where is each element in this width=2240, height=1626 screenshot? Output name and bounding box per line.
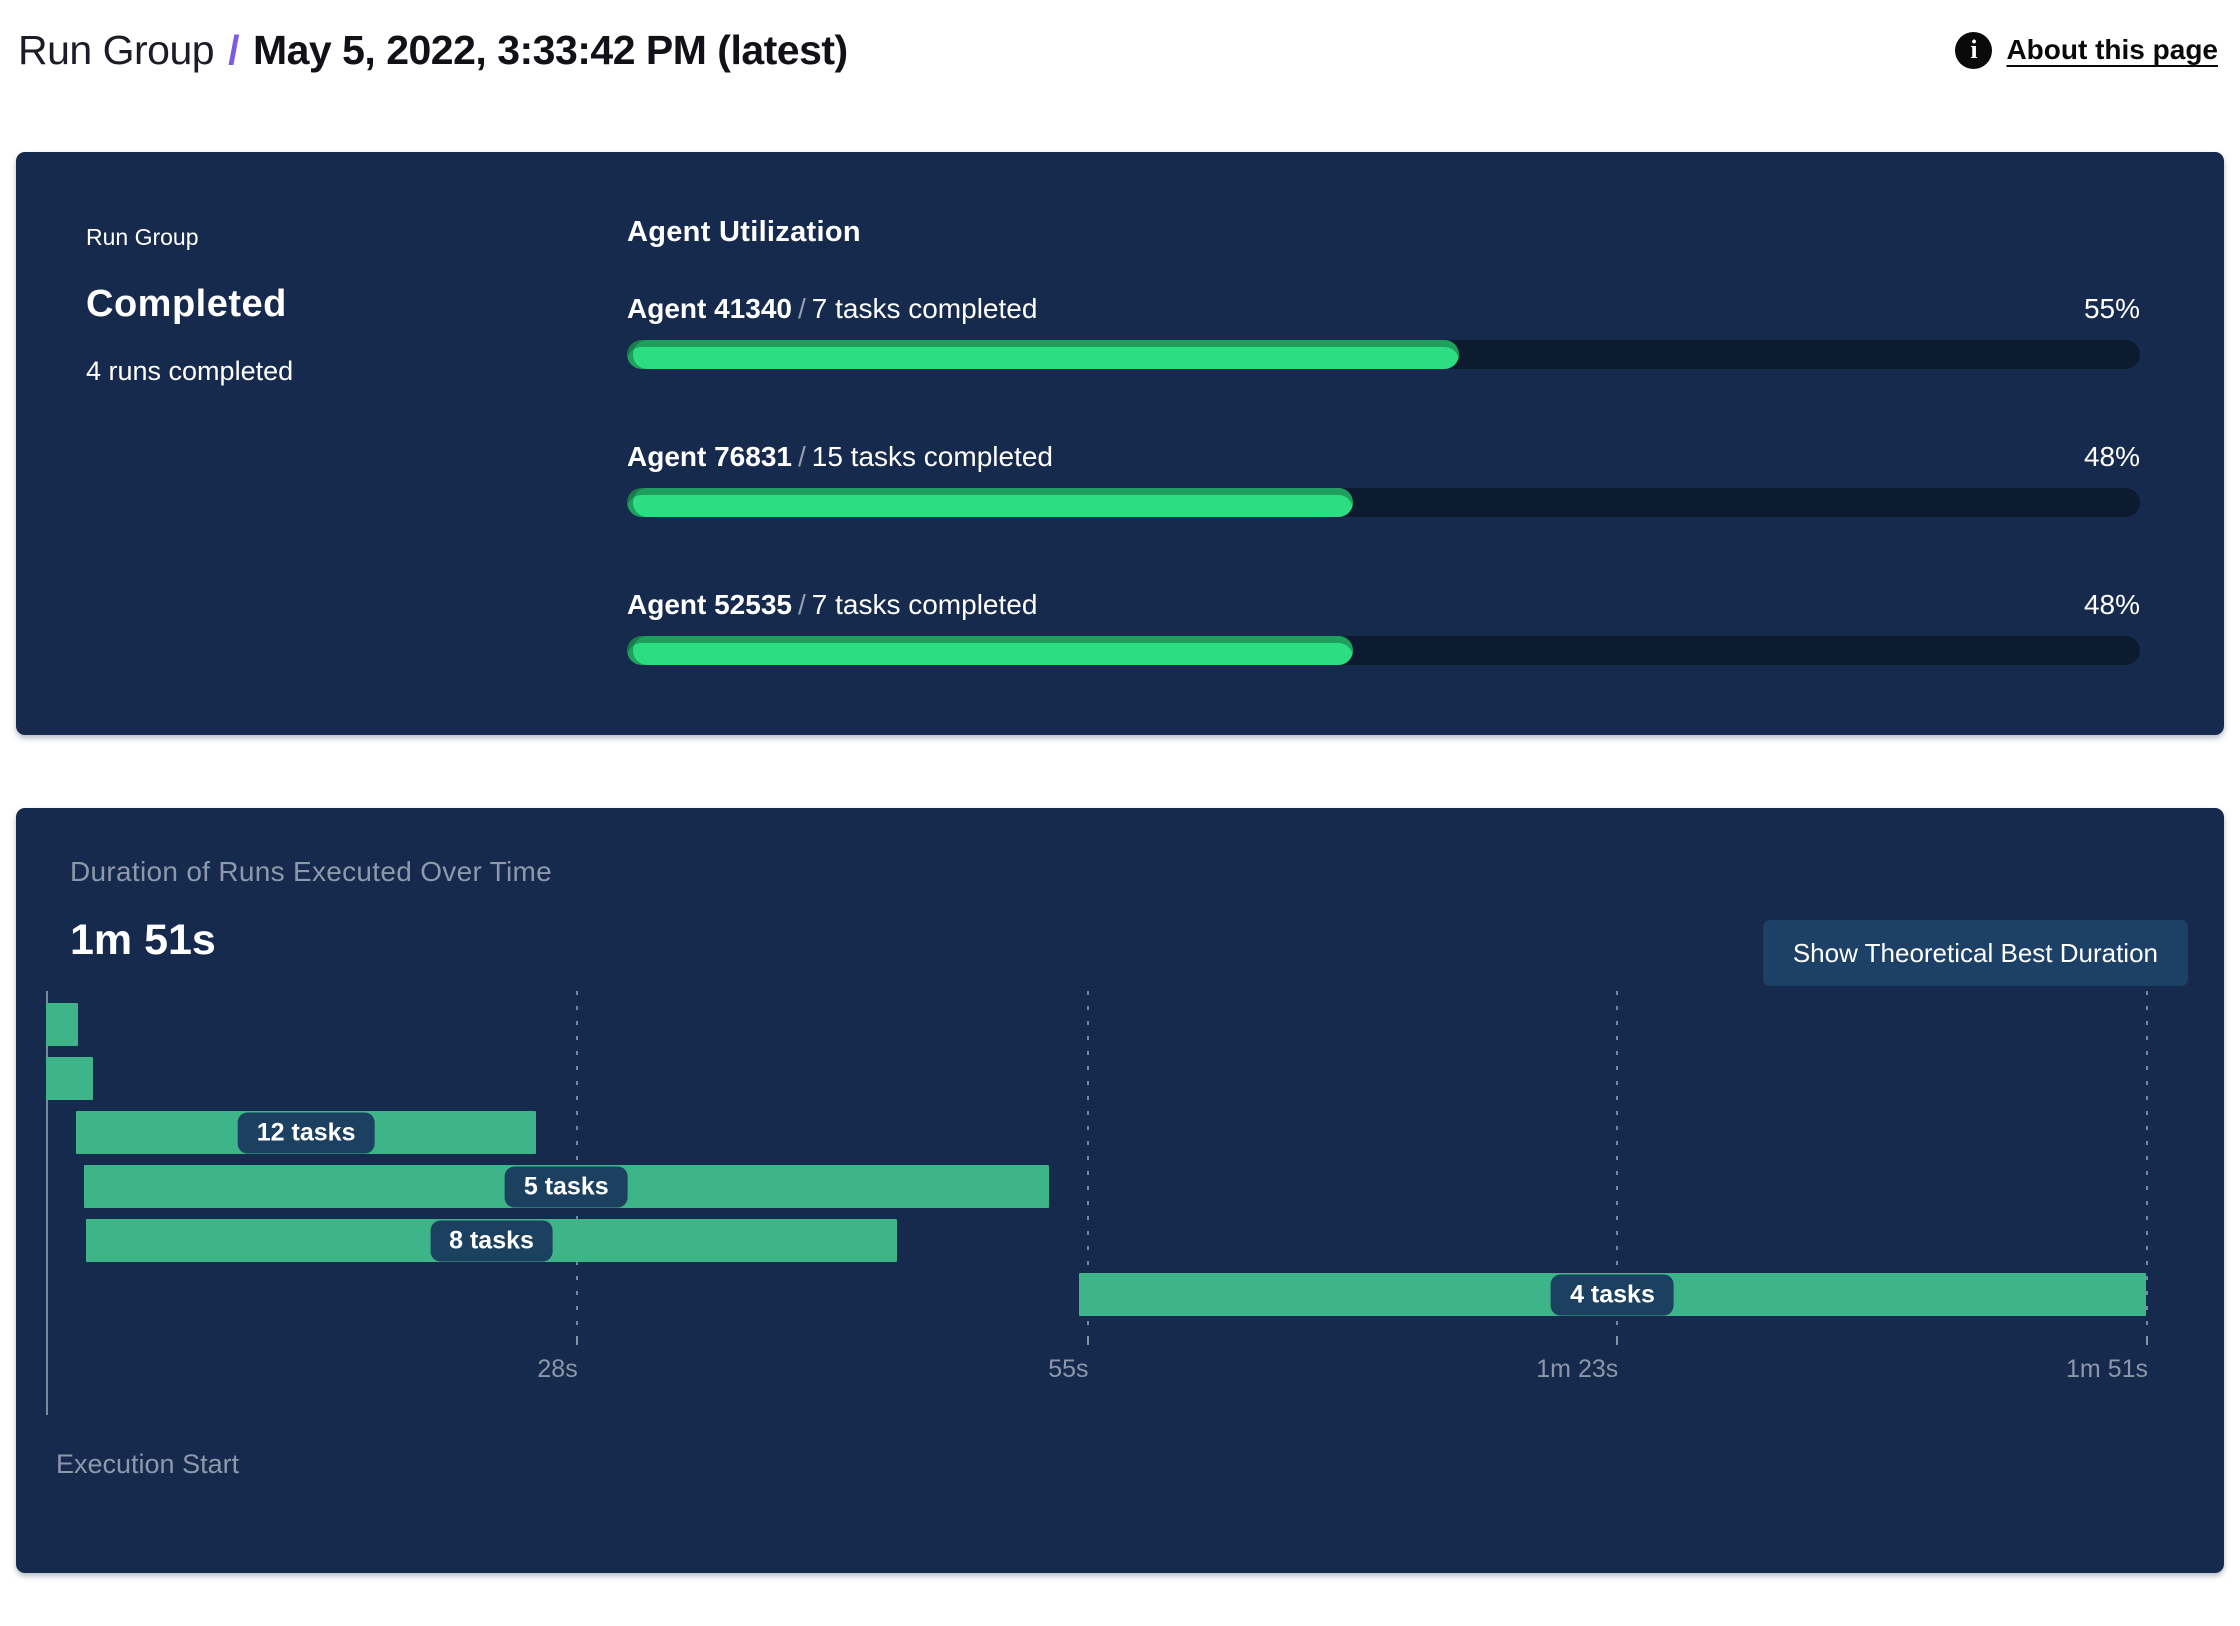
agent-utilization-title: Agent Utilization: [627, 216, 861, 248]
agent-name: Agent 52535: [627, 589, 792, 620]
agent-utilization-track: [627, 488, 2140, 517]
info-icon: i: [1955, 31, 1993, 69]
agent-utilization-track: [627, 340, 2140, 369]
agent-separator: /: [797, 589, 806, 620]
page-title: Run Group / May 5, 2022, 3:33:42 PM (lat…: [18, 27, 848, 74]
agent-utilization-fill: [627, 340, 1460, 369]
agent-utilization-fill: [627, 636, 1354, 665]
agent-label: Agent 76831/15 tasks completed: [627, 441, 1053, 473]
agent-separator: /: [797, 441, 806, 472]
about-this-page-link[interactable]: About this page: [2006, 34, 2218, 65]
breadcrumb-separator: /: [228, 26, 239, 73]
agent-separator: /: [797, 293, 806, 324]
agent-utilization-percent: 55%: [2083, 293, 2140, 324]
agent-name: Agent 76831: [627, 441, 792, 472]
run-group-status: Completed: [86, 283, 287, 325]
page-header: Run Group / May 5, 2022, 3:33:42 PM (lat…: [0, 0, 2240, 86]
run-group-status-panel: Run Group Completed 4 runs completed Age…: [16, 152, 2224, 735]
tick-mark: [2146, 1336, 2148, 1345]
agent-label: Agent 52535/7 tasks completed: [627, 589, 1037, 621]
run-bar[interactable]: [46, 1003, 79, 1046]
agent-utilization-section: Agent Utilization Agent 41340/7 tasks co…: [627, 216, 2140, 735]
breadcrumb-run-group[interactable]: Run Group: [18, 26, 215, 73]
page-title-date: May 5, 2022, 3:33:42 PM (latest): [252, 26, 848, 73]
duration-chart-title: Duration of Runs Executed Over Time: [70, 856, 553, 887]
gridline: [2146, 991, 2148, 1336]
run-bar[interactable]: 8 tasks: [85, 1219, 898, 1262]
run-task-count-badge: 8 tasks: [430, 1220, 553, 1261]
agent-utilization-track: [627, 636, 2140, 665]
agent-utilization-row: Agent 76831/15 tasks completed 48%: [627, 441, 2140, 517]
execution-start-label: Execution Start: [56, 1449, 240, 1479]
agent-label: Agent 41340/7 tasks completed: [627, 293, 1037, 325]
agent-name: Agent 41340: [627, 293, 792, 324]
total-duration-value: 1m 51s: [70, 916, 216, 964]
run-group-summary: Run Group Completed 4 runs completed: [86, 216, 627, 735]
run-task-count-badge: 4 tasks: [1551, 1274, 1674, 1315]
gridline: [575, 991, 578, 1336]
agent-tasks-completed: 15 tasks completed: [811, 441, 1053, 472]
agent-utilization-percent: 48%: [2083, 589, 2140, 620]
tick-mark: [575, 1336, 578, 1345]
tick-mark: [1086, 1336, 1089, 1345]
agent-tasks-completed: 7 tasks completed: [811, 589, 1038, 620]
run-bar[interactable]: 4 tasks: [1078, 1273, 2146, 1316]
run-task-count-badge: 12 tasks: [237, 1112, 375, 1153]
x-tick-label: 1m 23s: [1536, 1355, 1619, 1383]
run-group-label: Run Group: [86, 224, 199, 250]
execution-start-axis-line: [46, 991, 48, 1415]
show-theoretical-best-duration-button[interactable]: Show Theoretical Best Duration: [1762, 920, 2188, 986]
run-bar[interactable]: 5 tasks: [83, 1165, 1049, 1208]
about-this-page[interactable]: i About this page: [1955, 31, 2218, 69]
tick-mark: [1616, 1336, 1619, 1345]
run-bar[interactable]: 12 tasks: [76, 1111, 536, 1154]
run-task-count-badge: 5 tasks: [504, 1166, 628, 1207]
run-duration-gantt-chart: 28s 55s 1m 23s 1m 51s 12 tasks 5 tasks 8 task…: [46, 991, 2148, 1506]
x-tick-label: 1m 51s: [2066, 1355, 2148, 1383]
x-tick-label: 28s: [537, 1355, 578, 1383]
gridline: [1616, 991, 1619, 1336]
agent-tasks-completed: 7 tasks completed: [811, 293, 1038, 324]
runs-completed-text: 4 runs completed: [86, 356, 294, 386]
duration-panel: Duration of Runs Executed Over Time 1m 5…: [16, 808, 2224, 1573]
agent-utilization-row: Agent 52535/7 tasks completed 48%: [627, 589, 2140, 665]
agent-utilization-row: Agent 41340/7 tasks completed 55%: [627, 293, 2140, 369]
gridline: [1086, 991, 1089, 1336]
run-bar[interactable]: [46, 1057, 94, 1100]
agent-utilization-percent: 48%: [2083, 441, 2140, 472]
x-tick-label: 55s: [1048, 1355, 1089, 1383]
agent-utilization-fill: [627, 488, 1354, 517]
